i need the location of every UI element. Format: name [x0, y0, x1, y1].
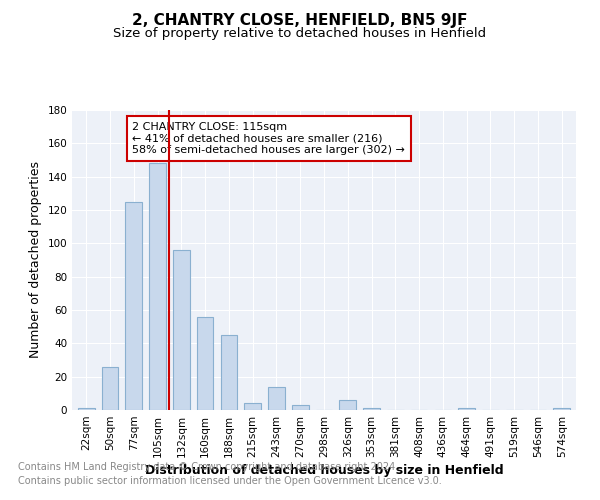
Bar: [173, 250, 190, 410]
X-axis label: Distribution of detached houses by size in Henfield: Distribution of detached houses by size …: [145, 464, 503, 477]
Bar: [553, 408, 570, 410]
Text: 2 CHANTRY CLOSE: 115sqm
← 41% of detached houses are smaller (216)
58% of semi-d: 2 CHANTRY CLOSE: 115sqm ← 41% of detache…: [133, 122, 406, 155]
Bar: [363, 408, 380, 410]
Bar: [221, 335, 237, 410]
Text: Size of property relative to detached houses in Henfield: Size of property relative to detached ho…: [113, 28, 487, 40]
Bar: [197, 316, 214, 410]
Bar: [458, 408, 475, 410]
Bar: [125, 202, 142, 410]
Bar: [102, 366, 118, 410]
Bar: [292, 405, 308, 410]
Bar: [78, 408, 95, 410]
Text: Contains public sector information licensed under the Open Government Licence v3: Contains public sector information licen…: [18, 476, 442, 486]
Text: 2, CHANTRY CLOSE, HENFIELD, BN5 9JF: 2, CHANTRY CLOSE, HENFIELD, BN5 9JF: [132, 12, 468, 28]
Bar: [244, 404, 261, 410]
Bar: [149, 164, 166, 410]
Bar: [268, 386, 285, 410]
Y-axis label: Number of detached properties: Number of detached properties: [29, 162, 42, 358]
Text: Contains HM Land Registry data © Crown copyright and database right 2024.: Contains HM Land Registry data © Crown c…: [18, 462, 398, 472]
Bar: [340, 400, 356, 410]
